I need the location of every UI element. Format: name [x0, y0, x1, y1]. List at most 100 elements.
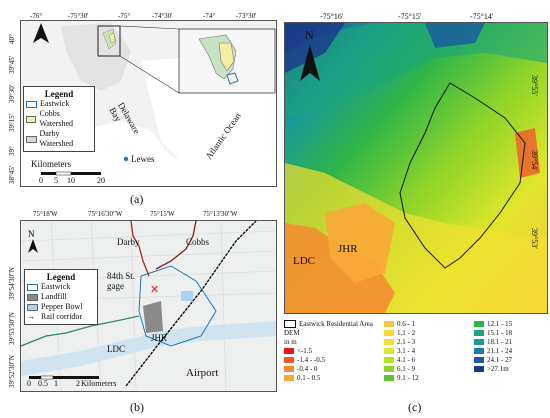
legend-item-darby: Darby Watershed — [26, 129, 92, 149]
river — [21, 321, 276, 376]
dem-class-2: -0.4 - 0 — [284, 364, 373, 373]
b-lon-tick-1: 75°16'30"W — [88, 210, 123, 218]
panel-b-map: ✕ N Darby Cobbs 84th St. gage LDC JHR Ai… — [20, 220, 277, 392]
panel-c-dem-map: N LDC JHR — [284, 22, 548, 314]
darby-creek — [130, 221, 150, 277]
svg-text:N: N — [28, 229, 35, 239]
b-scale-tick-3: 2 — [76, 379, 80, 388]
dem-class-16: >27.1m — [474, 364, 512, 373]
a-lon-tick-0: -76° — [30, 12, 43, 20]
dem-unit: in m — [284, 337, 297, 346]
cobbs-label: Cobbs — [186, 237, 210, 247]
c-lon-tick-1: -75°15' — [398, 12, 422, 21]
dem-class-9: 6.1 - 9 — [384, 364, 419, 373]
c-lon-tick-0: -75°16' — [320, 12, 344, 21]
svg-text:N: N — [305, 28, 314, 42]
north-arrow-icon — [33, 23, 49, 43]
gage-label: 84th St. gage — [107, 271, 136, 291]
legend-item-pepper-bowl: Pepper Bowl — [27, 302, 95, 312]
scale-tick-0: 0 — [39, 176, 43, 185]
b-scale-tick-0: 0 — [27, 379, 31, 388]
panel-a-legend: Legend Eastwick Cobbs Watershed Darby Wa… — [23, 86, 95, 152]
airport-label: Airport — [186, 367, 219, 379]
inset-locator-box — [97, 25, 121, 57]
c-lon-tick-2: -75°14' — [470, 12, 494, 21]
lewes-label: Lewes — [131, 154, 155, 164]
dem-class-6: 2.1 - 3 — [384, 337, 419, 346]
legend-title: Legend — [44, 89, 74, 99]
dem-raster: N — [285, 23, 547, 313]
jhr-label: JHR — [151, 333, 168, 343]
dem-class-7: 3.1 - 4 — [384, 346, 419, 355]
cobbs-creek — [155, 221, 197, 270]
c-jhr-label: JHR — [338, 243, 358, 255]
b-lat-tick-0: 39°54'30"N — [8, 267, 16, 300]
darby-label: Darby — [117, 237, 140, 247]
a-lon-tick-3: -74°30' — [152, 12, 173, 20]
a-lon-tick-4: -74° — [203, 12, 216, 20]
dem-class-1: -1.4 - -0.5 — [284, 355, 373, 364]
a-lat-tick-0: 40° — [8, 34, 16, 44]
a-lat-tick-2: 39°30' — [8, 84, 16, 103]
lewes-marker — [123, 156, 129, 162]
c-lat-tick-2: 39°53' — [530, 228, 539, 249]
a-lon-tick-5: -73°30' — [236, 12, 257, 20]
a-lat-tick-4: 39° — [8, 146, 16, 156]
c-lat-tick-0: 39°55' — [530, 75, 539, 96]
scale-tick-5: 5 — [54, 176, 58, 185]
dem-class-4: 0.6 - 1 — [384, 319, 419, 328]
scale-unit-label: Kilometers — [31, 159, 71, 169]
a-lon-tick-1: -75°30' — [68, 12, 89, 20]
c-lat-tick-1: 39°54' — [530, 150, 539, 171]
eastwick-outline — [138, 265, 217, 347]
legend-item-rail: → Rail corridor — [27, 312, 83, 321]
dem-title: DEM — [284, 328, 300, 337]
darby-creek-lower — [21, 315, 140, 347]
legend-item-cobbs: Cobbs Watershed — [26, 109, 92, 129]
legend-item-eastwick: Eastwick — [26, 99, 92, 109]
dem-class-8: 4.1 - 6 — [384, 355, 419, 364]
b-lat-tick-2: 39°52'30"N — [8, 355, 16, 388]
dem-class-15: 24.1 - 27 — [474, 355, 512, 364]
scale-tick-10: 10 — [67, 176, 75, 185]
caption-b: (b) — [130, 400, 144, 414]
dem-class-0: <-1.5 — [284, 346, 373, 355]
panel-a-map: Delaware Bay Atlantic Ocean Lewes Kilome… — [20, 20, 277, 187]
legend-title: Legend — [46, 272, 76, 282]
ldc-label: LDC — [107, 344, 125, 354]
scale-tick-20: 20 — [97, 176, 105, 185]
b-scale-tick-2: 1 — [54, 379, 58, 388]
b-lon-tick-3: 75°13'30"W — [203, 210, 238, 218]
dem-class-13: 18.1 - 21 — [474, 337, 512, 346]
b-scale-tick-1: 0.5 — [38, 379, 48, 388]
eastwick-residential-outline — [399, 82, 526, 269]
dem-class-10: 9.1 - 12 — [384, 373, 419, 382]
caption-c: (c) — [408, 400, 422, 414]
dem-class-3: 0.1 - 0.5 — [284, 373, 373, 382]
legend-item-landfill: Landfill — [27, 292, 95, 302]
a-lon-tick-2: -75° — [118, 12, 131, 20]
a-lat-tick-3: 39°15' — [8, 113, 16, 132]
north-arrow-icon — [28, 239, 38, 253]
b-lon-tick-2: 75°15'W — [150, 210, 175, 218]
dem-legend: Eastwick Residential Area DEM in m <-1.5… — [284, 319, 546, 399]
c-ldc-label: LDC — [293, 255, 315, 267]
b-lon-tick-0: 75°18'W — [33, 210, 58, 218]
b-scale-unit: Kilometers — [81, 379, 117, 388]
dem-class-5: 1.1 - 2 — [384, 328, 419, 337]
landfill-area — [143, 301, 163, 333]
legend-item-eastwick: Eastwick — [27, 282, 95, 292]
dem-class-14: 21.1 - 24 — [474, 346, 512, 355]
panel-b-legend: Legend Eastwick Landfill Pepper Bowl → Ra… — [24, 269, 98, 325]
north-arrow-icon — [300, 45, 320, 81]
a-lat-tick-5: 38°45' — [8, 165, 16, 184]
dem-class-12: 15.1 - 18 — [474, 328, 512, 337]
dem-class-11: 12.1 - 15 — [474, 319, 512, 328]
legend-eastwick-residential: Eastwick Residential Area — [284, 319, 373, 328]
caption-a: (a) — [130, 192, 144, 206]
b-lat-tick-1: 39°53'30"N — [8, 312, 16, 345]
a-lat-tick-1: 39°45' — [8, 55, 16, 74]
rail-corridor-line — [125, 221, 257, 387]
pepper-bowl — [181, 291, 193, 301]
gage-marker-icon: ✕ — [150, 283, 159, 296]
